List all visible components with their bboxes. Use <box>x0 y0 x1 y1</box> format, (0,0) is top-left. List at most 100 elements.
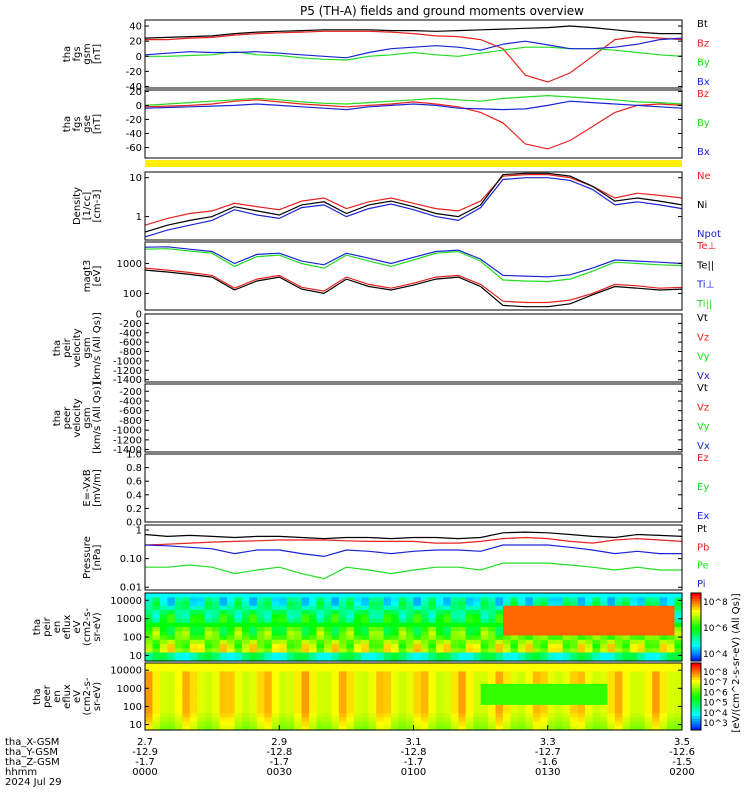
y-tick-label: 0 <box>136 101 142 112</box>
spectrogram-cell <box>212 725 221 731</box>
spectrogram-cell <box>376 605 385 611</box>
spectrogram-cell <box>644 601 653 607</box>
spectrogram-cell <box>316 644 325 649</box>
y-axis-label: [nPa] <box>92 544 103 570</box>
spectrogram-cell <box>376 627 385 632</box>
spectrogram-cell <box>383 597 392 603</box>
y-axis-label: Density <box>72 187 83 225</box>
spectrogram-cell <box>286 696 295 702</box>
spectrogram-cell <box>510 593 519 598</box>
spectrogram-cell <box>174 696 183 702</box>
spectrogram-cell <box>547 721 556 727</box>
spectrogram-cell <box>219 644 228 649</box>
spectrogram-cell <box>443 704 452 710</box>
spectrogram-cell <box>532 622 541 628</box>
spectrogram-cell <box>361 683 370 689</box>
spectrogram-cell <box>167 627 176 632</box>
spectrogram-cell <box>368 648 377 654</box>
spectrogram-cell <box>219 692 228 698</box>
spectrogram-cell <box>145 618 154 624</box>
spectrogram-cell <box>577 692 586 698</box>
spectrogram-cell <box>532 618 541 624</box>
legend-entry: Ti⊥ <box>696 280 714 291</box>
spectrogram-cell <box>294 601 303 607</box>
spectrogram-cell <box>391 656 400 662</box>
spectrogram-cell <box>391 725 400 731</box>
spectrogram-cell <box>242 700 251 706</box>
spectrogram-cell <box>398 679 407 685</box>
spectrogram-cell <box>152 717 161 723</box>
spectrogram-cell <box>644 671 653 677</box>
spectrogram-cell <box>264 679 273 685</box>
spectrogram-cell <box>458 614 467 620</box>
spectrogram-cell <box>547 622 556 628</box>
spectrogram-cell <box>510 663 519 668</box>
x-row-label: tha_X-GSM <box>5 737 59 748</box>
spectrogram-cell <box>517 688 526 693</box>
spectrogram-cell <box>622 675 631 681</box>
spectrogram-cell <box>398 709 407 714</box>
spectrogram-cell <box>197 709 206 714</box>
spectrogram-cell <box>234 696 243 702</box>
spectrogram-cell <box>465 627 474 632</box>
spectrogram-cell <box>227 696 236 702</box>
spectrogram-cell <box>637 631 646 637</box>
spectrogram-cell <box>652 597 661 603</box>
spectrogram-cell <box>294 656 303 662</box>
spectrogram-cell <box>271 627 280 632</box>
spectrogram-cell <box>532 704 541 710</box>
x-row-label: hhmm <box>5 767 37 778</box>
spectrogram-cell <box>473 593 482 598</box>
spectrogram-cell <box>413 721 422 727</box>
spectrogram-cell <box>249 663 258 668</box>
spectrogram-cell <box>279 622 288 628</box>
spectrogram-cell <box>242 605 251 611</box>
spectrogram-cell <box>212 631 221 637</box>
spectrogram-cell <box>510 622 519 628</box>
spectrogram-cell <box>301 692 310 698</box>
spectrogram-cell <box>256 618 265 624</box>
spectrogram-cell <box>674 639 683 645</box>
spectrogram-cell <box>189 635 198 641</box>
spectrogram-cell <box>488 692 497 698</box>
spectrogram-cell <box>227 597 236 603</box>
spectrogram-cell <box>286 605 295 611</box>
spectrogram-cell <box>353 656 362 662</box>
spectrogram-cell <box>383 713 392 719</box>
spectrogram-cell <box>361 618 370 624</box>
spectrogram-cell <box>607 709 616 714</box>
spectrogram-cell <box>622 704 631 710</box>
spectrogram-cell <box>473 656 482 662</box>
spectrogram-cell <box>659 692 668 698</box>
spectrogram-cell <box>443 700 452 706</box>
spectrogram-cell <box>294 717 303 723</box>
spectrogram-cell <box>570 597 579 603</box>
spectrogram-cell <box>450 635 459 641</box>
spectrogram-cell <box>174 692 183 698</box>
spectrogram-cell <box>473 601 482 607</box>
y-axis-label: tha <box>62 116 73 132</box>
spectrogram-cell <box>540 593 549 598</box>
spectrogram-cell <box>368 610 377 615</box>
spectrogram-cell <box>525 725 534 731</box>
spectrogram-cell <box>517 683 526 689</box>
spectrogram-cell <box>525 675 534 681</box>
spectrogram-cell <box>637 656 646 662</box>
spectrogram-cell <box>174 656 183 662</box>
spectrogram-cell <box>555 639 564 645</box>
spectrogram-cell <box>480 704 489 710</box>
colorbar-swatch <box>691 604 701 608</box>
spectrogram-cell <box>353 671 362 677</box>
spectrogram-cell <box>324 593 333 598</box>
spectrogram-cell <box>503 721 512 727</box>
spectrogram-cell <box>555 700 564 706</box>
spectrogram-cell <box>532 597 541 603</box>
spectrogram-cell <box>159 627 168 632</box>
spectrogram-cell <box>406 713 415 719</box>
legend-entry: Vx <box>697 371 710 382</box>
spectrogram-cell <box>271 631 280 637</box>
spectrogram-cell <box>182 667 191 672</box>
spectrogram-cell <box>324 704 333 710</box>
spectrogram-cell <box>525 709 534 714</box>
colorbar-swatch <box>691 688 701 692</box>
